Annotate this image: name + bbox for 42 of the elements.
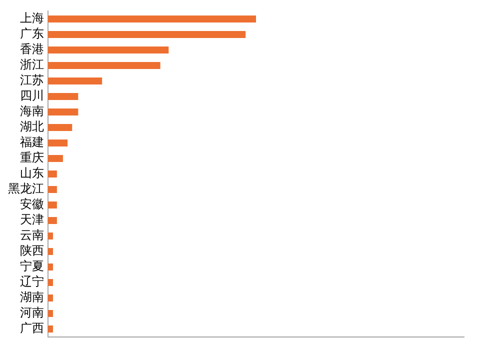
bar	[48, 92, 78, 100]
bar	[48, 294, 53, 302]
bar	[48, 170, 57, 178]
y-tick-label: 天津	[20, 212, 44, 227]
y-tick-label: 江苏	[20, 73, 44, 88]
bar	[48, 232, 53, 240]
y-tick-label: 广东	[20, 26, 44, 41]
y-tick-label: 湖南	[20, 290, 44, 304]
y-tick-label: 安徽	[20, 197, 44, 212]
y-tick-label: 广西	[20, 321, 44, 336]
y-tick-label: 海南	[20, 104, 44, 118]
bar	[48, 279, 53, 286]
bar	[48, 124, 72, 131]
y-tick-label: 河南	[20, 306, 44, 320]
bar	[48, 140, 68, 146]
y-tick-label: 陕西	[20, 244, 44, 258]
bar	[48, 77, 102, 84]
y-tick-label: 重庆	[20, 150, 44, 165]
y-tick-label: 福建	[20, 135, 44, 150]
bar	[48, 310, 53, 318]
y-tick-label: 辽宁	[20, 274, 44, 289]
bar	[48, 46, 169, 54]
y-tick-label: 湖北	[20, 120, 44, 134]
y-tick-label: 云南	[20, 228, 44, 242]
y-tick-label: 上海	[20, 11, 44, 26]
y-tick-label: 浙江	[20, 58, 44, 72]
bar	[48, 326, 53, 333]
bar	[48, 264, 53, 271]
y-tick-label: 香港	[20, 42, 44, 56]
bar	[48, 108, 78, 116]
bar	[48, 155, 63, 162]
y-tick-label: 黑龙江	[8, 182, 44, 196]
bar	[48, 15, 256, 22]
bar	[48, 202, 57, 208]
y-tick-label: 宁夏	[20, 259, 44, 274]
bar	[48, 62, 160, 69]
bar	[48, 248, 53, 256]
bar	[48, 217, 57, 224]
bar	[48, 186, 57, 193]
bar	[48, 30, 246, 38]
y-tick-label: 四川	[20, 88, 44, 103]
y-tick-label: 山东	[20, 166, 44, 180]
